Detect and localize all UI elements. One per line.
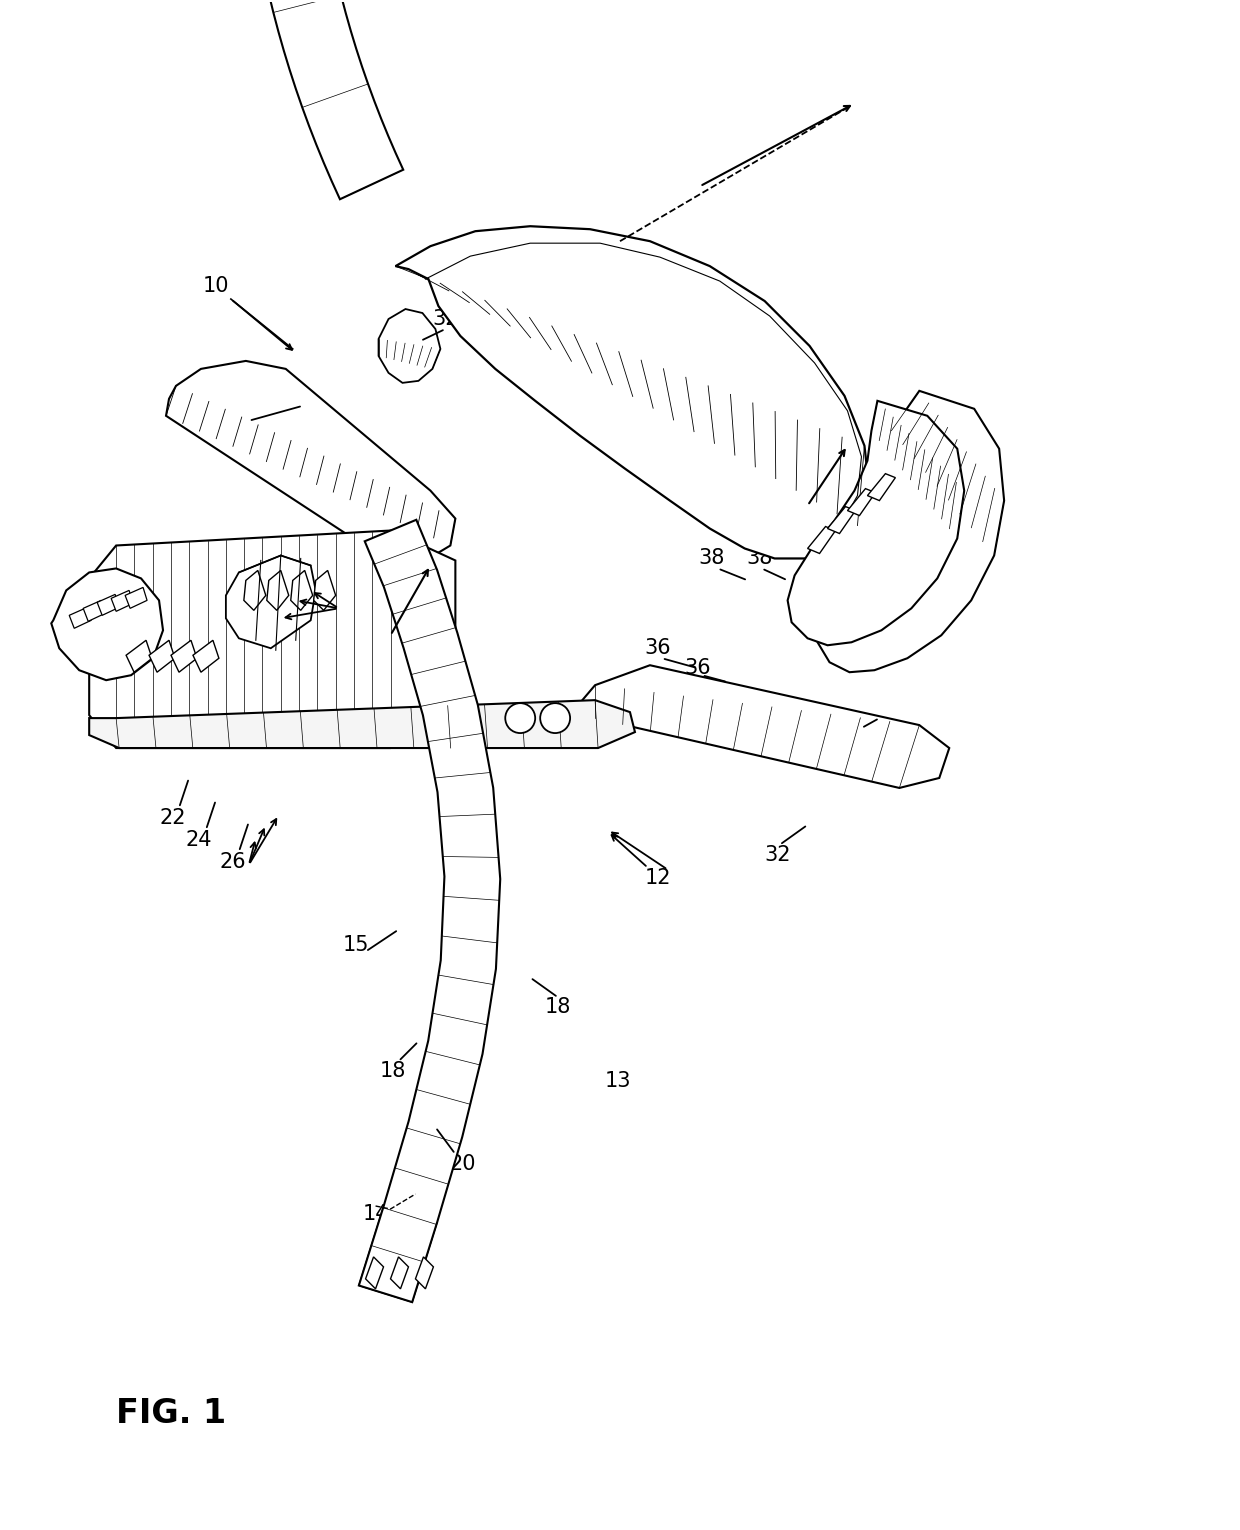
Circle shape (505, 704, 536, 733)
Text: 18: 18 (544, 998, 572, 1017)
Text: 13: 13 (605, 1071, 631, 1091)
Polygon shape (366, 1258, 383, 1288)
Text: 30: 30 (826, 479, 853, 499)
Polygon shape (166, 361, 455, 560)
Text: 18: 18 (379, 1062, 405, 1082)
Text: 16: 16 (273, 389, 299, 409)
Polygon shape (807, 526, 836, 554)
Text: 28: 28 (336, 586, 362, 606)
Polygon shape (578, 666, 950, 788)
Polygon shape (290, 571, 312, 610)
Text: 24: 24 (186, 829, 212, 849)
Polygon shape (358, 1206, 438, 1302)
Text: 32: 32 (764, 845, 791, 864)
Circle shape (541, 704, 570, 733)
Polygon shape (267, 571, 289, 610)
Polygon shape (89, 531, 455, 748)
Polygon shape (827, 506, 856, 534)
Polygon shape (226, 555, 316, 649)
Polygon shape (97, 594, 119, 615)
Polygon shape (126, 640, 153, 672)
Text: 30: 30 (407, 609, 434, 629)
Polygon shape (244, 571, 265, 610)
Text: 38: 38 (698, 548, 725, 569)
Text: 36: 36 (645, 638, 671, 658)
Text: 10: 10 (202, 275, 229, 297)
Text: FIG. 1: FIG. 1 (117, 1397, 226, 1431)
Polygon shape (51, 569, 162, 681)
Polygon shape (378, 309, 440, 382)
Polygon shape (815, 390, 1004, 672)
Polygon shape (241, 0, 805, 199)
Text: 36: 36 (684, 658, 711, 678)
Text: 32: 32 (433, 309, 459, 329)
Text: 38: 38 (746, 548, 773, 569)
Polygon shape (193, 640, 219, 672)
Polygon shape (396, 226, 869, 558)
Polygon shape (125, 588, 148, 609)
Text: 22: 22 (160, 808, 186, 828)
Polygon shape (112, 591, 133, 612)
Polygon shape (314, 571, 336, 610)
Polygon shape (868, 474, 895, 500)
Polygon shape (83, 600, 105, 621)
Polygon shape (149, 640, 175, 672)
Text: 34: 34 (844, 728, 870, 748)
Text: 14: 14 (362, 1204, 389, 1224)
Polygon shape (787, 401, 965, 646)
Polygon shape (847, 488, 875, 516)
Polygon shape (69, 607, 92, 629)
Polygon shape (391, 1258, 408, 1288)
Polygon shape (171, 640, 197, 672)
Polygon shape (89, 701, 635, 748)
Text: 15: 15 (342, 935, 368, 955)
Text: 12: 12 (645, 868, 671, 887)
Text: 20: 20 (449, 1154, 476, 1174)
Polygon shape (415, 1258, 434, 1288)
Text: 26: 26 (219, 852, 247, 872)
Polygon shape (358, 520, 500, 1302)
